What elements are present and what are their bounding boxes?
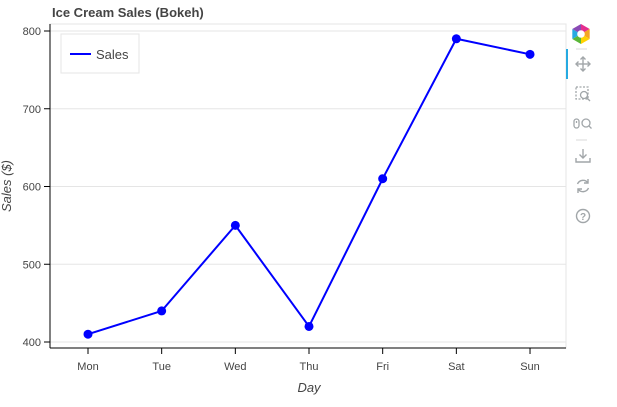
x-ticks: Mon Tue Wed Thu Fri Sat Sun [77, 348, 540, 373]
y-axis-label: Sales ($) [0, 160, 14, 212]
data-point [304, 321, 314, 331]
x-tick-label: Thu [300, 361, 319, 373]
y-tick-label: 600 [23, 182, 41, 194]
legend-entry-sales: Sales [96, 47, 129, 62]
x-tick-label: Tue [152, 361, 171, 373]
svg-text:?: ? [580, 212, 586, 223]
data-point [451, 34, 461, 44]
y-tick-label: 700 [23, 104, 41, 116]
y-tick-label: 800 [23, 26, 41, 38]
data-point [525, 49, 535, 59]
y-tick-label: 400 [23, 337, 41, 349]
data-point [230, 220, 240, 230]
grid [50, 30, 566, 343]
x-tick-label: Fri [376, 361, 389, 373]
pan-icon[interactable] [575, 56, 591, 72]
x-axis-label: Day [297, 380, 322, 395]
x-tick-label: Sun [520, 361, 540, 373]
legend: Sales [60, 33, 140, 74]
toolbar: ? [566, 24, 592, 224]
y-ticks: 400 500 600 700 800 [23, 26, 50, 349]
data-point [378, 174, 388, 184]
y-tick-label: 500 [23, 259, 41, 271]
x-tick-label: Mon [77, 361, 98, 373]
chart-title: Ice Cream Sales (Bokeh) [52, 5, 204, 20]
wheel-zoom-icon[interactable] [573, 118, 592, 129]
x-tick-label: Sat [448, 361, 465, 373]
reset-icon[interactable] [576, 179, 590, 193]
save-icon[interactable] [575, 149, 591, 163]
bokeh-logo-icon[interactable] [572, 24, 590, 44]
x-tick-label: Wed [224, 361, 246, 373]
series-sales [83, 34, 535, 339]
help-icon[interactable]: ? [575, 208, 591, 224]
data-point [83, 329, 93, 339]
box-zoom-icon[interactable] [575, 86, 591, 102]
data-point [157, 306, 167, 316]
